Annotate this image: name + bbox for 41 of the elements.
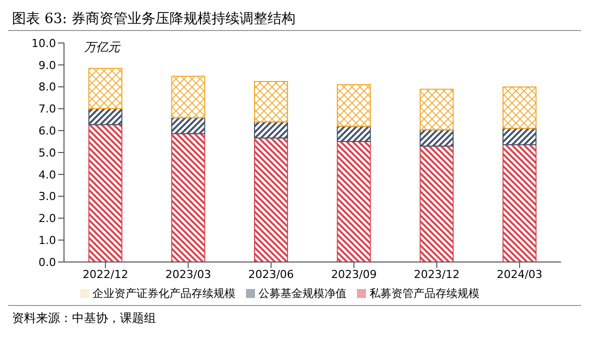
y-axis-title: 万亿元 [84,39,120,56]
y-tick-label: 3.0 [38,190,56,204]
y-tick-label: 0.0 [38,256,56,269]
y-tick-label: 4.0 [38,168,56,182]
x-tick-label: 2023/06 [248,268,294,281]
x-tick-label: 2023/03 [165,268,212,281]
bar [336,141,371,262]
y-tick-label: 9.0 [38,58,56,72]
legend-label: 私募资管产品存续规模 [370,287,480,300]
bar [88,68,122,109]
y-tick-label: 8.0 [38,80,56,94]
bar [502,128,537,146]
bar [254,81,288,122]
bar [88,108,122,126]
y-tick-label: 2.0 [38,212,56,226]
x-tick-label: 2023/12 [414,268,460,281]
bar [171,133,206,262]
bar [420,129,454,147]
legend-label: 企业资产证券化产品存续规模 [92,287,236,300]
bar [171,117,206,134]
legend-label: 公募基金规模净值 [258,287,346,300]
bar [336,126,371,142]
bar [88,124,122,262]
x-tick-label: 2024/03 [496,268,542,281]
y-tick-label: 7.0 [38,102,56,116]
bar [420,146,454,262]
x-tick-label: 2023/09 [331,268,377,281]
y-tick-label: 6.0 [38,124,56,138]
bar [336,84,371,127]
bar [502,86,537,129]
y-tick-label: 10.0 [32,36,56,50]
bar [254,121,288,139]
text: 资料来源：中基协，课题组 [8,305,581,331]
chart-title: 图表 63: 券商资管业务压降规模持续调整结构 [8,8,581,31]
bar [171,76,206,118]
y-tick-label: 5.0 [38,146,56,160]
bar [420,88,454,130]
x-tick-label: 2022/12 [82,268,128,281]
bar [502,144,537,262]
y-tick-label: 1.0 [38,234,56,248]
bar [254,138,288,262]
